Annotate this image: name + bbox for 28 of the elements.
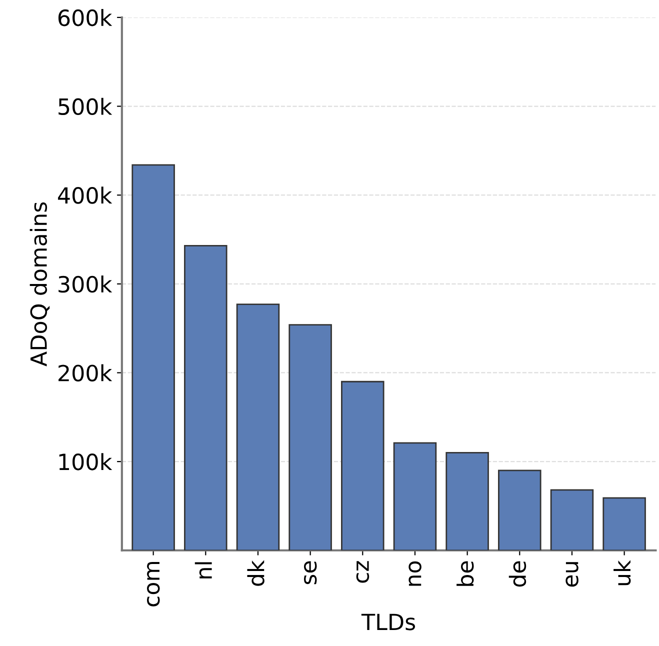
x-tick-label: de [508,561,526,587]
y-tick-label: 500k [58,98,112,116]
x-tick-label: cz [356,561,370,583]
x-tick-label: eu [566,562,578,587]
y-tick-label: 100k [59,453,112,470]
x-tick-label: se [304,561,317,584]
x-axis-title: TLDs [361,614,416,630]
y-tick-label: 400k [58,186,112,204]
bar [550,489,594,550]
bar [393,442,437,550]
y-axis-title: ADoQ domains [30,202,50,366]
x-tick-label: no [408,561,422,586]
y-tick-label: 300k [58,275,112,293]
x-tick-label: be [456,561,474,586]
x-tick-label: uk [614,560,631,586]
bar [602,497,646,550]
y-tick-label: 600k [58,9,112,26]
y-tick-label: 200k [58,364,112,382]
bar [341,380,384,550]
x-tick-label: com [147,562,160,606]
x-tick-label: nl [194,562,212,578]
bar [288,324,332,550]
bar [184,245,228,550]
bar [446,452,489,550]
bar [236,304,280,550]
bar [132,164,175,550]
bar [498,470,542,550]
x-tick-label: dk [247,560,264,586]
